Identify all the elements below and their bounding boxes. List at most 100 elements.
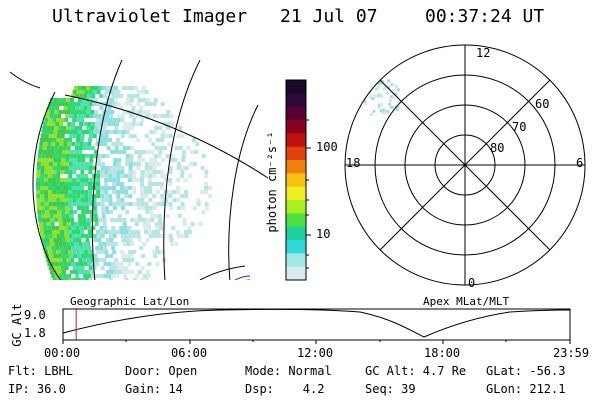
polar-aurora-cell — [380, 81, 384, 85]
aurora-cell — [90, 110, 95, 114]
aurora-cell — [122, 222, 127, 226]
aurora-cell — [63, 226, 68, 230]
aurora-cell — [176, 162, 181, 166]
aurora-cell — [95, 262, 100, 266]
aurora-cell — [116, 170, 121, 174]
mlt-label-noon: 12 — [476, 46, 491, 60]
aurora-cell — [136, 102, 141, 106]
aurora-cell — [48, 170, 53, 174]
aurora-cell — [170, 242, 175, 246]
aurora-cell — [113, 130, 118, 134]
aurora-cell — [84, 174, 89, 178]
aurora-cell — [127, 122, 132, 126]
aurora-cell — [93, 214, 98, 218]
aurora-cell — [132, 202, 137, 206]
aurora-cell — [96, 162, 101, 166]
aurora-cell — [70, 150, 75, 154]
aurora-cell — [48, 138, 52, 142]
aurora-cell — [116, 198, 121, 202]
aurora-cell — [124, 102, 129, 106]
aurora-cell — [148, 166, 153, 170]
mlat-label: 60 — [535, 97, 550, 111]
aurora-cell — [169, 154, 174, 158]
aurora-cell — [101, 114, 106, 118]
aurora-cell — [136, 138, 140, 142]
aurora-cell — [52, 234, 57, 238]
aurora-cell — [134, 86, 138, 90]
aurora-cell — [150, 218, 155, 222]
color-bar-cell — [286, 200, 306, 214]
aurora-cell — [130, 258, 135, 262]
aurora-cell — [155, 246, 160, 250]
aurora-cell — [92, 194, 97, 198]
aurora-cell — [150, 150, 155, 154]
aurora-cell — [148, 198, 153, 202]
aurora-cell — [188, 162, 193, 166]
aurora-cell — [88, 182, 92, 186]
aurora-cell — [142, 150, 147, 154]
aurora-cell — [59, 226, 64, 230]
aurora-cell — [139, 106, 144, 110]
x-tick-label: 18:00 — [424, 346, 461, 360]
aurora-cell — [112, 102, 117, 106]
aurora-cell — [76, 174, 81, 178]
aurora-cell — [152, 206, 157, 210]
aurora-cell — [72, 234, 77, 238]
aurora-cell — [104, 206, 109, 210]
aurora-cell — [129, 238, 134, 242]
aurora-cell — [111, 262, 116, 266]
aurora-cell — [37, 158, 42, 162]
aurora-cell — [167, 122, 172, 126]
aurora-cell — [80, 278, 85, 280]
aurora-cell — [146, 222, 151, 226]
aurora-cell — [155, 226, 160, 230]
aurora-cell — [62, 222, 67, 226]
aurora-cell — [158, 126, 163, 130]
aurora-cell — [75, 94, 80, 98]
aurora-cell — [73, 158, 78, 162]
aurora-cell — [50, 258, 55, 262]
aurora-cell — [60, 206, 65, 210]
aurora-cell — [44, 250, 49, 254]
aurora-cell — [116, 90, 121, 94]
aurora-cell — [41, 154, 46, 158]
aurora-cell — [80, 250, 85, 254]
aurora-cell — [48, 182, 52, 186]
aurora-cell — [188, 174, 193, 178]
aurora-cell — [48, 186, 52, 190]
aurora-cell — [54, 258, 59, 262]
aurora-cell — [164, 194, 169, 198]
aurora-cell — [107, 122, 112, 126]
aurora-cell — [85, 154, 90, 158]
aurora-cell — [37, 154, 42, 158]
aurora-cell — [120, 134, 125, 138]
aurora-cell — [53, 154, 58, 158]
aurora-cell — [132, 230, 136, 234]
aurora-cell — [119, 142, 124, 146]
aurora-cell — [64, 278, 69, 280]
coastline — [231, 275, 251, 280]
polar-aurora-cell — [380, 79, 384, 83]
aurora-cell — [137, 270, 142, 274]
aurora-cell — [78, 258, 83, 262]
aurora-cell — [64, 186, 68, 190]
aurora-cell — [147, 274, 152, 278]
aurora-cell — [152, 234, 157, 238]
polar-aurora-cells — [363, 79, 400, 116]
aurora-cell — [48, 234, 53, 238]
aurora-cell — [36, 206, 41, 210]
aurora-cell — [45, 114, 50, 118]
aurora-cell — [180, 194, 185, 198]
aurora-cell — [184, 178, 189, 182]
aurora-cell — [129, 270, 134, 274]
aurora-cell — [80, 170, 85, 174]
aurora-cell — [111, 226, 116, 230]
aurora-cell — [67, 142, 72, 146]
aurora-cell — [128, 178, 133, 182]
aurora-cell — [84, 250, 89, 254]
aurora-cell — [78, 86, 82, 90]
aurora-cell — [88, 170, 93, 174]
aurora-cell — [156, 202, 161, 206]
aurora-cell — [43, 142, 48, 146]
aurora-cell — [123, 274, 128, 278]
